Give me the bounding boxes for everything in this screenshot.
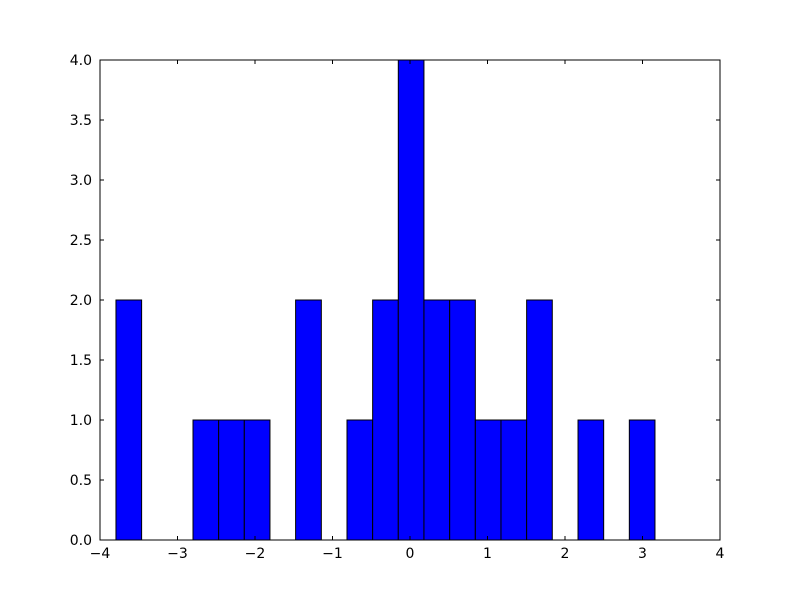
x-tick-label: 0 — [406, 546, 415, 562]
x-tick-label: 4 — [716, 546, 725, 562]
y-tick-label: 2.5 — [70, 233, 92, 249]
y-tick-label: 2.0 — [70, 293, 92, 309]
bar — [115, 299, 143, 541]
bar — [449, 299, 476, 541]
y-tick-label: 4.0 — [70, 53, 92, 69]
bar — [423, 299, 451, 541]
bar — [628, 419, 656, 541]
plot-area — [115, 59, 656, 541]
bar — [346, 419, 374, 541]
bar — [500, 419, 528, 541]
x-tick-label: −4 — [90, 546, 111, 562]
bar — [397, 59, 425, 541]
y-tick-label: 3.5 — [70, 113, 92, 129]
y-tick-label: 3.0 — [70, 173, 92, 189]
x-tick-label: 2 — [561, 546, 570, 562]
y-tick-label: 0.5 — [70, 473, 92, 489]
x-tick-label: −1 — [322, 546, 343, 562]
bar — [192, 419, 220, 541]
bar — [243, 419, 271, 541]
x-tick-label: 3 — [638, 546, 647, 562]
x-tick-label: −3 — [167, 546, 188, 562]
bar — [295, 299, 322, 541]
y-tick-label: 1.5 — [70, 353, 92, 369]
y-tick-label: 0.0 — [70, 533, 92, 549]
y-tick-label: 1.0 — [70, 413, 92, 429]
x-tick-label: −2 — [245, 546, 266, 562]
bar — [577, 419, 605, 541]
bar — [372, 299, 399, 541]
x-tick-label: 1 — [483, 546, 492, 562]
bar — [474, 419, 502, 541]
bar — [526, 299, 553, 541]
bar — [218, 419, 245, 541]
